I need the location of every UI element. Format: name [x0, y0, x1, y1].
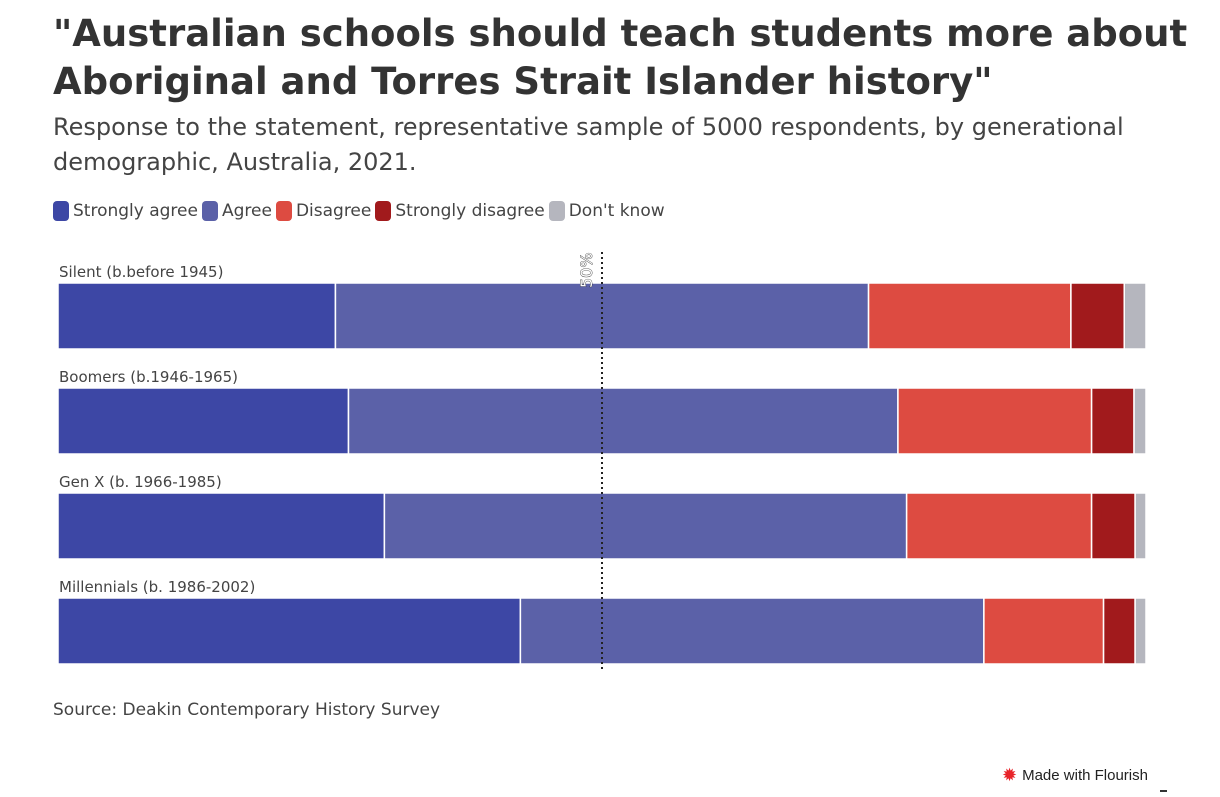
legend-item[interactable]: Disagree: [275, 201, 372, 221]
bar-segment: [57, 282, 337, 350]
bar-segment: [57, 597, 522, 665]
bar-segment: [1090, 387, 1135, 455]
stacked-bar-chart: Silent (b.before 1945) Boomers (b.1946-19…: [57, 252, 1147, 670]
bar-segment: [1090, 492, 1136, 560]
legend-swatch: [201, 201, 218, 221]
legend-item[interactable]: Don't know: [548, 201, 665, 221]
bar-segment: [383, 492, 908, 560]
legend-swatch: [53, 201, 69, 221]
category-label: Boomers (b.1946-1965): [59, 368, 238, 386]
category-label: Gen X (b. 1966-1985): [59, 473, 222, 491]
bar-segment: [347, 387, 899, 455]
chart-subtitle: Response to the statement, representativ…: [53, 113, 1124, 176]
bar-segment: [1102, 597, 1136, 665]
flourish-logo-icon: ✹: [1002, 765, 1018, 785]
legend-swatch: [275, 201, 292, 221]
legend-item[interactable]: Strongly disagree: [375, 201, 545, 221]
bar-segment: [57, 387, 350, 455]
bar-segment: [1133, 387, 1147, 455]
legend-label: Don't know: [568, 201, 665, 221]
legend: Strongly agree Agree Disagree Strongly disa…: [53, 201, 669, 221]
credit-label: Made with Flourish: [1022, 766, 1148, 784]
bar-segment: [905, 492, 1093, 560]
legend-swatch: [548, 201, 565, 221]
legend-label: Agree: [221, 201, 272, 221]
source-note: Source: Deakin Contemporary History Surv…: [53, 700, 441, 720]
made-with-flourish-link[interactable]: ✹ Made with Flourish: [1002, 766, 1148, 784]
bar-segment: [519, 597, 985, 665]
chart-title: "Australian schools should teach student…: [53, 12, 1188, 103]
category-label: Silent (b.before 1945): [59, 263, 223, 281]
reference-line-label: 50%: [577, 252, 596, 288]
category-label: Millennials (b. 1986-2002): [59, 578, 255, 596]
bar-segment: [1070, 282, 1125, 350]
bar-segment: [1123, 282, 1147, 350]
bar-segment: [1134, 492, 1147, 560]
legend-item[interactable]: Agree: [201, 201, 272, 221]
bar-segment: [983, 597, 1105, 665]
bar-segment: [1134, 597, 1147, 665]
legend-label: Disagree: [295, 201, 372, 221]
bar-segment: [57, 492, 386, 560]
corner-mark: [1160, 790, 1167, 792]
legend-label: Strongly agree: [73, 201, 198, 221]
bar-segment: [897, 387, 1093, 455]
legend-swatch: [375, 201, 392, 221]
legend-item[interactable]: Strongly agree: [53, 201, 198, 221]
bar-segment: [867, 282, 1072, 350]
legend-label: Strongly disagree: [395, 201, 545, 221]
